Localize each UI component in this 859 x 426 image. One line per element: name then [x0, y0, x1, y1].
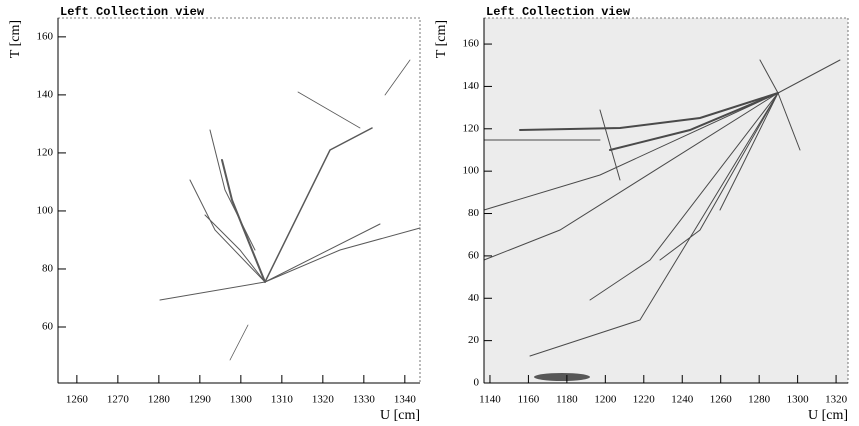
y-tick-label: 80: [468, 207, 480, 219]
chart-title: Left Collection view: [60, 5, 205, 19]
y-tick-label: 40: [468, 292, 480, 304]
y-axis-label: T [cm]: [434, 20, 449, 58]
y-tick-label: 60: [468, 249, 480, 261]
y-tick-label: 120: [463, 122, 480, 134]
x-tick-label: 1300: [787, 394, 810, 406]
x-axis-label: U [cm]: [380, 408, 420, 423]
panel-background: [484, 18, 848, 383]
plot-frame: [483, 17, 849, 384]
x-tick-label: 1280: [748, 394, 771, 406]
y-tick-label: 160: [463, 38, 480, 50]
x-tick-label: 1340: [394, 394, 417, 406]
x-tick-label: 1260: [66, 394, 89, 406]
y-tick-label: 120: [37, 146, 54, 158]
x-tick-label: 1330: [353, 394, 376, 406]
x-tick-label: 1320: [825, 394, 848, 406]
y-tick-label: 140: [37, 88, 54, 100]
x-tick-label: 1160: [518, 394, 540, 406]
x-tick-label: 1140: [479, 394, 501, 406]
x-tick-label: 1260: [710, 394, 733, 406]
y-tick-label: 80: [42, 263, 54, 275]
y-tick-label: 20: [468, 334, 480, 346]
x-tick-label: 1280: [148, 394, 171, 406]
x-tick-label: 1290: [189, 394, 212, 406]
y-tick-label: 100: [463, 165, 480, 177]
y-tick-label: 160: [37, 30, 54, 42]
x-tick-label: 1300: [230, 394, 253, 406]
x-tick-label: 1320: [312, 394, 335, 406]
x-tick-label: 1200: [594, 394, 617, 406]
x-tick-label: 1310: [271, 394, 294, 406]
y-tick-label: 100: [37, 204, 54, 216]
x-axis-label: U [cm]: [808, 408, 848, 423]
x-tick-label: 1240: [671, 394, 694, 406]
y-tick-label: 140: [463, 80, 480, 92]
tracks-left: [159, 59, 421, 361]
x-tick-label: 1220: [633, 394, 656, 406]
y-axis-label: T [cm]: [8, 20, 23, 58]
x-tick-label: 1270: [107, 394, 130, 406]
tracks-right: [483, 59, 841, 381]
x-tick-label: 1180: [556, 394, 578, 406]
y-tick-label: 0: [474, 377, 480, 389]
y-tick-label: 60: [42, 321, 54, 333]
plot-frame: [57, 17, 421, 384]
chart-title: Left Collection view: [486, 5, 631, 19]
